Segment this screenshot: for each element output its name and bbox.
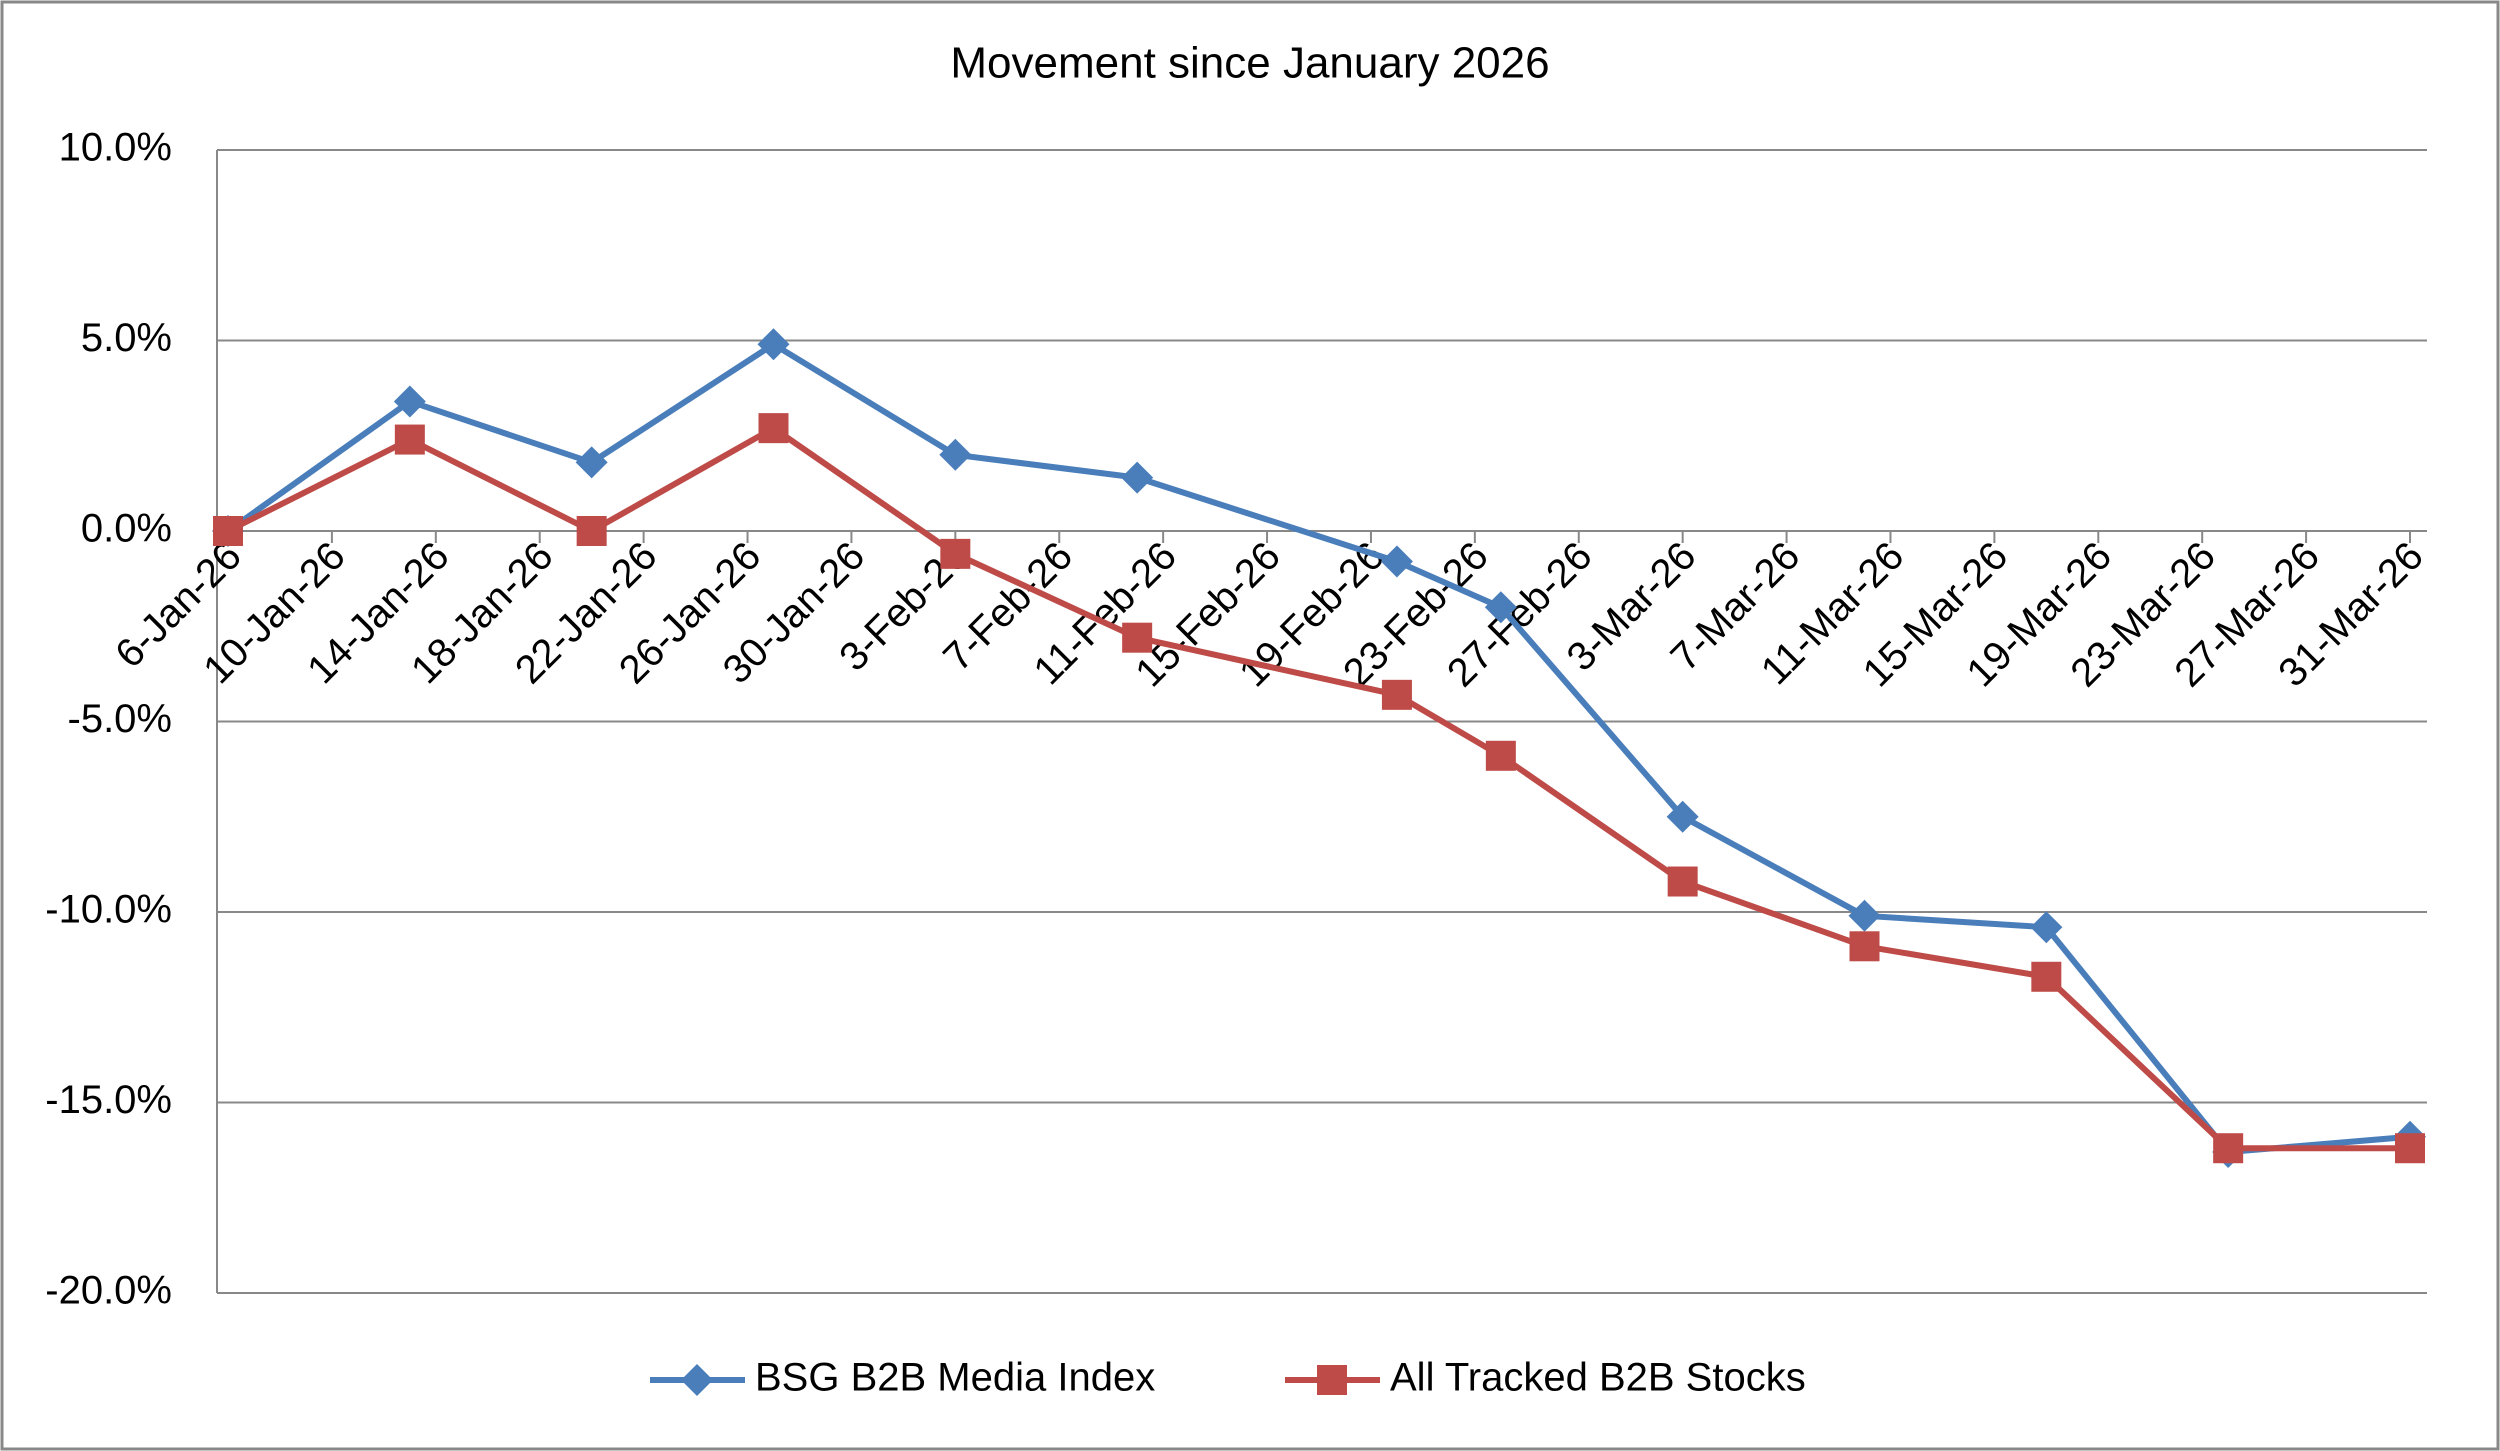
marker [2213,1133,2244,1164]
marker [575,446,608,479]
series [213,413,2425,1164]
marker [1122,622,1153,653]
y-tick-label: 5.0% [81,316,172,360]
y-tick-label: -10.0% [45,888,172,932]
marker [1485,740,1516,771]
marker [1848,899,1881,932]
marker [1380,545,1413,578]
y-tick-label: -15.0% [45,1078,172,1122]
marker [576,516,607,546]
legend-marker [1317,1365,1347,1395]
y-tick-label: -5.0% [68,697,173,741]
marker [1666,800,1699,833]
legend-label: BSG B2B Media Index [755,1356,1155,1400]
legend-marker [681,1364,713,1396]
y-tick-label: 10.0% [59,126,172,170]
legend-label: All Tracked B2B Stocks [1390,1356,1806,1400]
chart-title: Movement since January 2026 [950,39,1549,88]
marker [2030,911,2063,944]
marker [1849,931,1880,962]
marker [1121,461,1154,494]
marker [2395,1133,2425,1164]
y-tick-label: 0.0% [81,507,172,551]
marker [939,438,972,471]
marker [2031,961,2062,992]
marker [1667,866,1698,897]
marker [1381,679,1412,710]
y-tick-label: -20.0% [45,1269,172,1313]
marker [393,385,426,418]
marker [394,424,425,455]
marker [1484,591,1517,624]
marker [940,538,971,569]
marker [758,413,789,444]
marker [213,516,243,546]
marker [757,328,790,361]
